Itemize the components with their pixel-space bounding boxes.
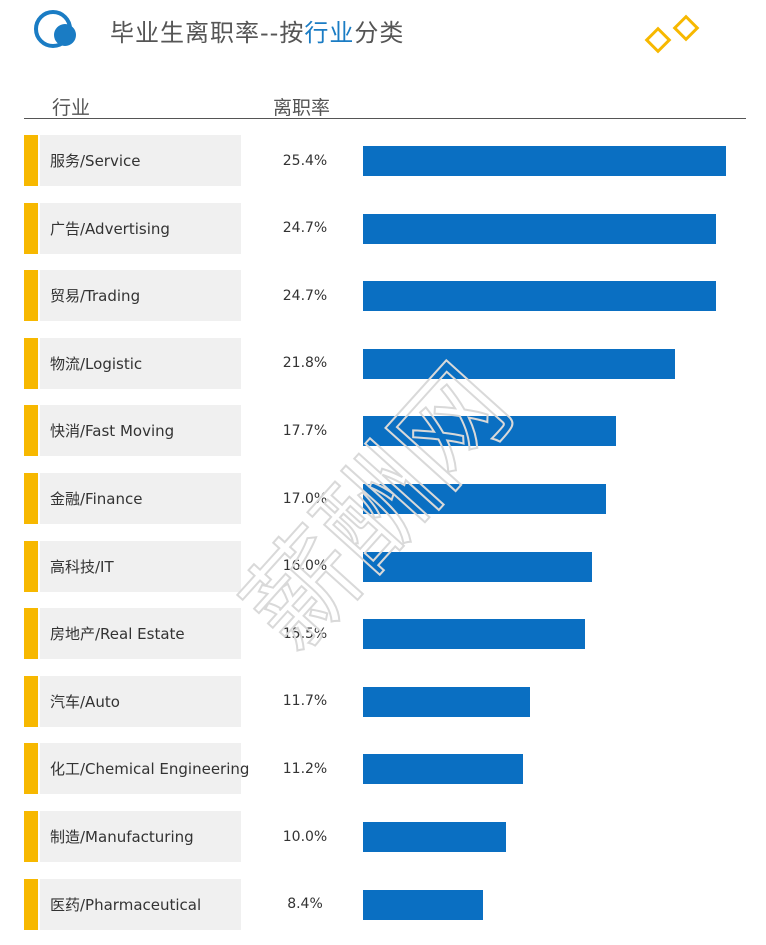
data-label: 21.8%: [282, 355, 328, 372]
page-title: 毕业生离职率--按行业分类: [110, 19, 405, 47]
bar: [363, 889, 484, 920]
bar: [363, 822, 506, 852]
category-label-box: 制造/Manufacturing: [40, 811, 241, 862]
category-label: 物流/Logistic: [50, 354, 143, 373]
chart-row: 服务/Service 25.4%: [0, 135, 766, 186]
chart-row: 广告/Advertising 24.7%: [0, 202, 766, 254]
category-label-box: 房地产/Real Estate: [40, 608, 241, 660]
chart-row: 金融/Finance 17.0%: [0, 473, 766, 524]
category-label: 制造/Manufacturing: [50, 828, 194, 846]
chart-row: 医药/Pharmaceutical 8.4%: [0, 878, 766, 930]
data-label: 8.4%: [287, 896, 323, 913]
data-label: 24.7%: [282, 287, 328, 304]
chart-row: 贸易/Trading 24.7%: [0, 270, 766, 322]
data-label: 10.0%: [282, 828, 328, 845]
chart-row: 制造/Manufacturing 10.0%: [0, 811, 766, 862]
data-label: 25.4%: [282, 152, 328, 169]
bar: [363, 348, 675, 379]
row-accent: [24, 878, 38, 930]
bar: [363, 484, 606, 514]
data-label: 24.7%: [282, 220, 328, 237]
data-label: 15.5%: [282, 625, 328, 642]
category-label: 房地产/Real Estate: [50, 625, 185, 644]
category-label: 高科技/IT: [50, 557, 114, 576]
chart-row: 高科技/IT 16.0%: [0, 540, 766, 592]
category-label-box: 广告/Advertising: [40, 202, 241, 254]
header-divider: [24, 118, 746, 119]
bar: [363, 551, 592, 582]
row-accent: [24, 608, 38, 660]
data-label: 16.0%: [282, 558, 328, 575]
data-label: 17.0%: [282, 490, 328, 507]
chart-row: 化工/Chemical Engineering 11.2%: [0, 743, 766, 795]
row-accent: [24, 337, 38, 389]
category-label-box: 服务/Service: [40, 135, 241, 186]
row-accent: [24, 202, 38, 254]
bar: [363, 416, 616, 447]
row-accent: [24, 540, 38, 592]
diamond-decoration-icon: [644, 14, 700, 54]
category-label: 医药/Pharmaceutical: [50, 895, 202, 914]
category-label: 服务/Service: [50, 152, 141, 170]
bar: [363, 619, 585, 650]
category-label-box: 高科技/IT: [40, 540, 241, 592]
bar: [363, 754, 524, 785]
category-label-box: 物流/Logistic: [40, 337, 241, 389]
logo-icon: [34, 10, 76, 48]
row-accent: [24, 743, 38, 795]
row-accent: [24, 405, 38, 457]
category-label: 汽车/Auto: [50, 692, 120, 711]
row-accent: [24, 135, 38, 186]
row-accent: [24, 270, 38, 322]
data-label: 11.2%: [282, 760, 328, 777]
category-label-box: 贸易/Trading: [40, 270, 241, 322]
category-label-box: 医药/Pharmaceutical: [40, 878, 241, 930]
row-accent: [24, 811, 38, 862]
column-header-industry: 行业: [52, 97, 91, 119]
bar: [363, 281, 716, 312]
chart-row: 快消/Fast Moving 17.7%: [0, 405, 766, 457]
column-header-rate: 离职率: [273, 97, 331, 119]
row-accent: [24, 675, 38, 727]
category-label: 金融/Finance: [50, 490, 143, 508]
category-label-box: 金融/Finance: [40, 473, 241, 524]
data-label: 17.7%: [282, 422, 328, 439]
category-label: 化工/Chemical Engineering: [50, 760, 250, 779]
bar: [363, 213, 716, 244]
category-label-box: 汽车/Auto: [40, 675, 241, 727]
chart-row: 房地产/Real Estate 15.5%: [0, 608, 766, 660]
data-label: 11.7%: [282, 693, 328, 710]
category-label-box: 快消/Fast Moving: [40, 405, 241, 457]
category-label-box: 化工/Chemical Engineering: [40, 743, 249, 795]
bar: [363, 146, 726, 176]
chart-row: 物流/Logistic 21.8%: [0, 337, 766, 389]
chart-row: 汽车/Auto 11.7%: [0, 675, 766, 727]
row-accent: [24, 473, 38, 524]
category-label: 快消/Fast Moving: [50, 422, 175, 441]
bar: [363, 686, 531, 717]
category-label: 贸易/Trading: [50, 287, 141, 306]
category-label: 广告/Advertising: [50, 219, 170, 238]
